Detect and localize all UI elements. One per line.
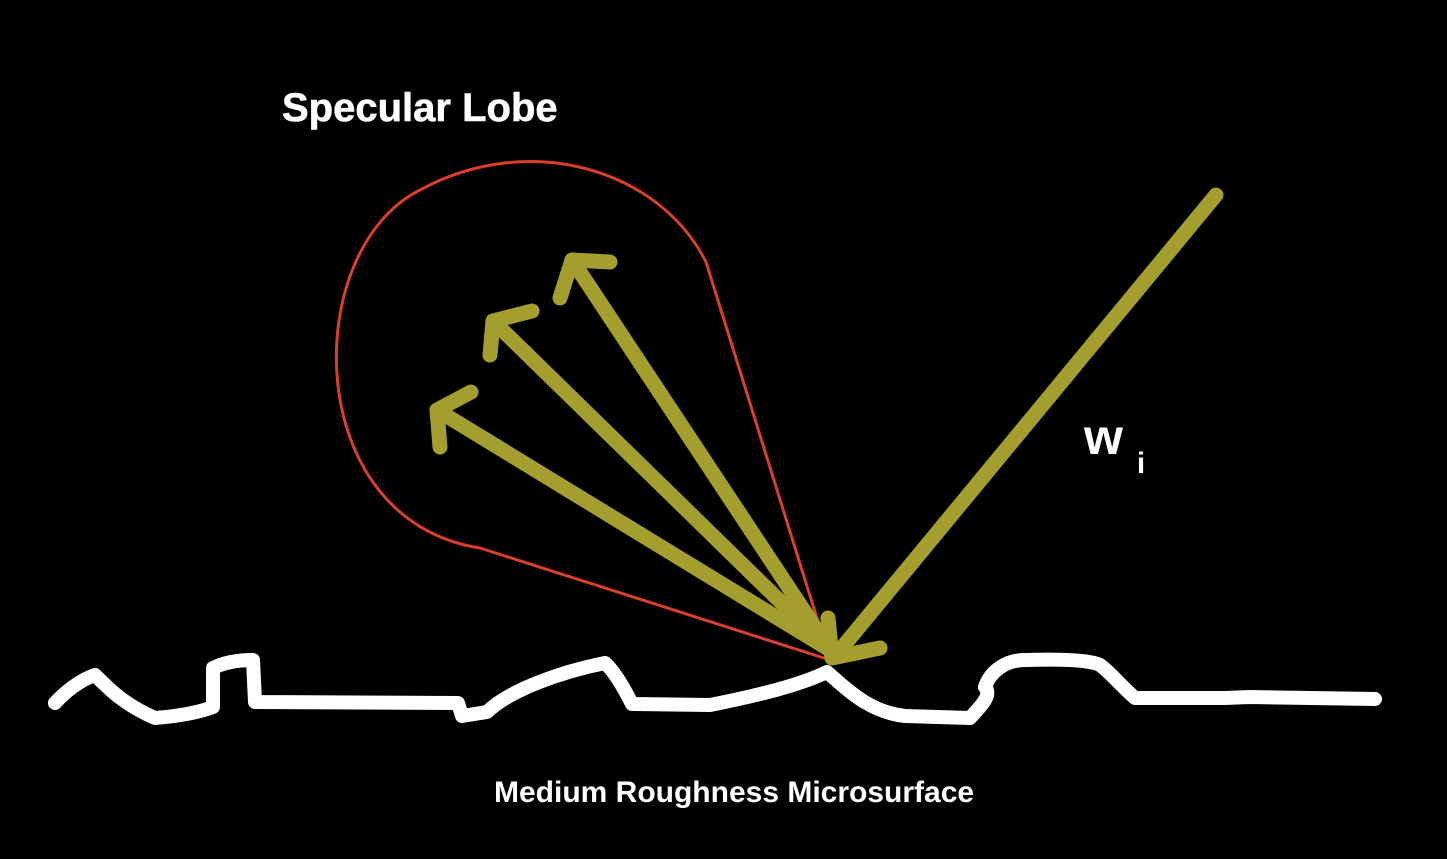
reflected-arrow-3 <box>552 252 838 658</box>
surface-caption: Medium Roughness Microsurface <box>494 776 974 809</box>
incident-ray <box>828 187 1224 663</box>
reflected-arrow-1 <box>429 384 838 658</box>
specular-lobe-outline <box>334 160 832 662</box>
incident-label-main: w <box>1083 409 1123 465</box>
specular-lobe-title: Specular Lobe <box>282 86 558 130</box>
microsurface-line <box>48 652 1382 725</box>
incident-label-subscript: i <box>1137 447 1145 480</box>
reflected-arrow-2 <box>482 303 838 658</box>
incident-ray-arrowhead <box>820 610 888 666</box>
incident-direction-label: w i <box>1083 409 1145 480</box>
